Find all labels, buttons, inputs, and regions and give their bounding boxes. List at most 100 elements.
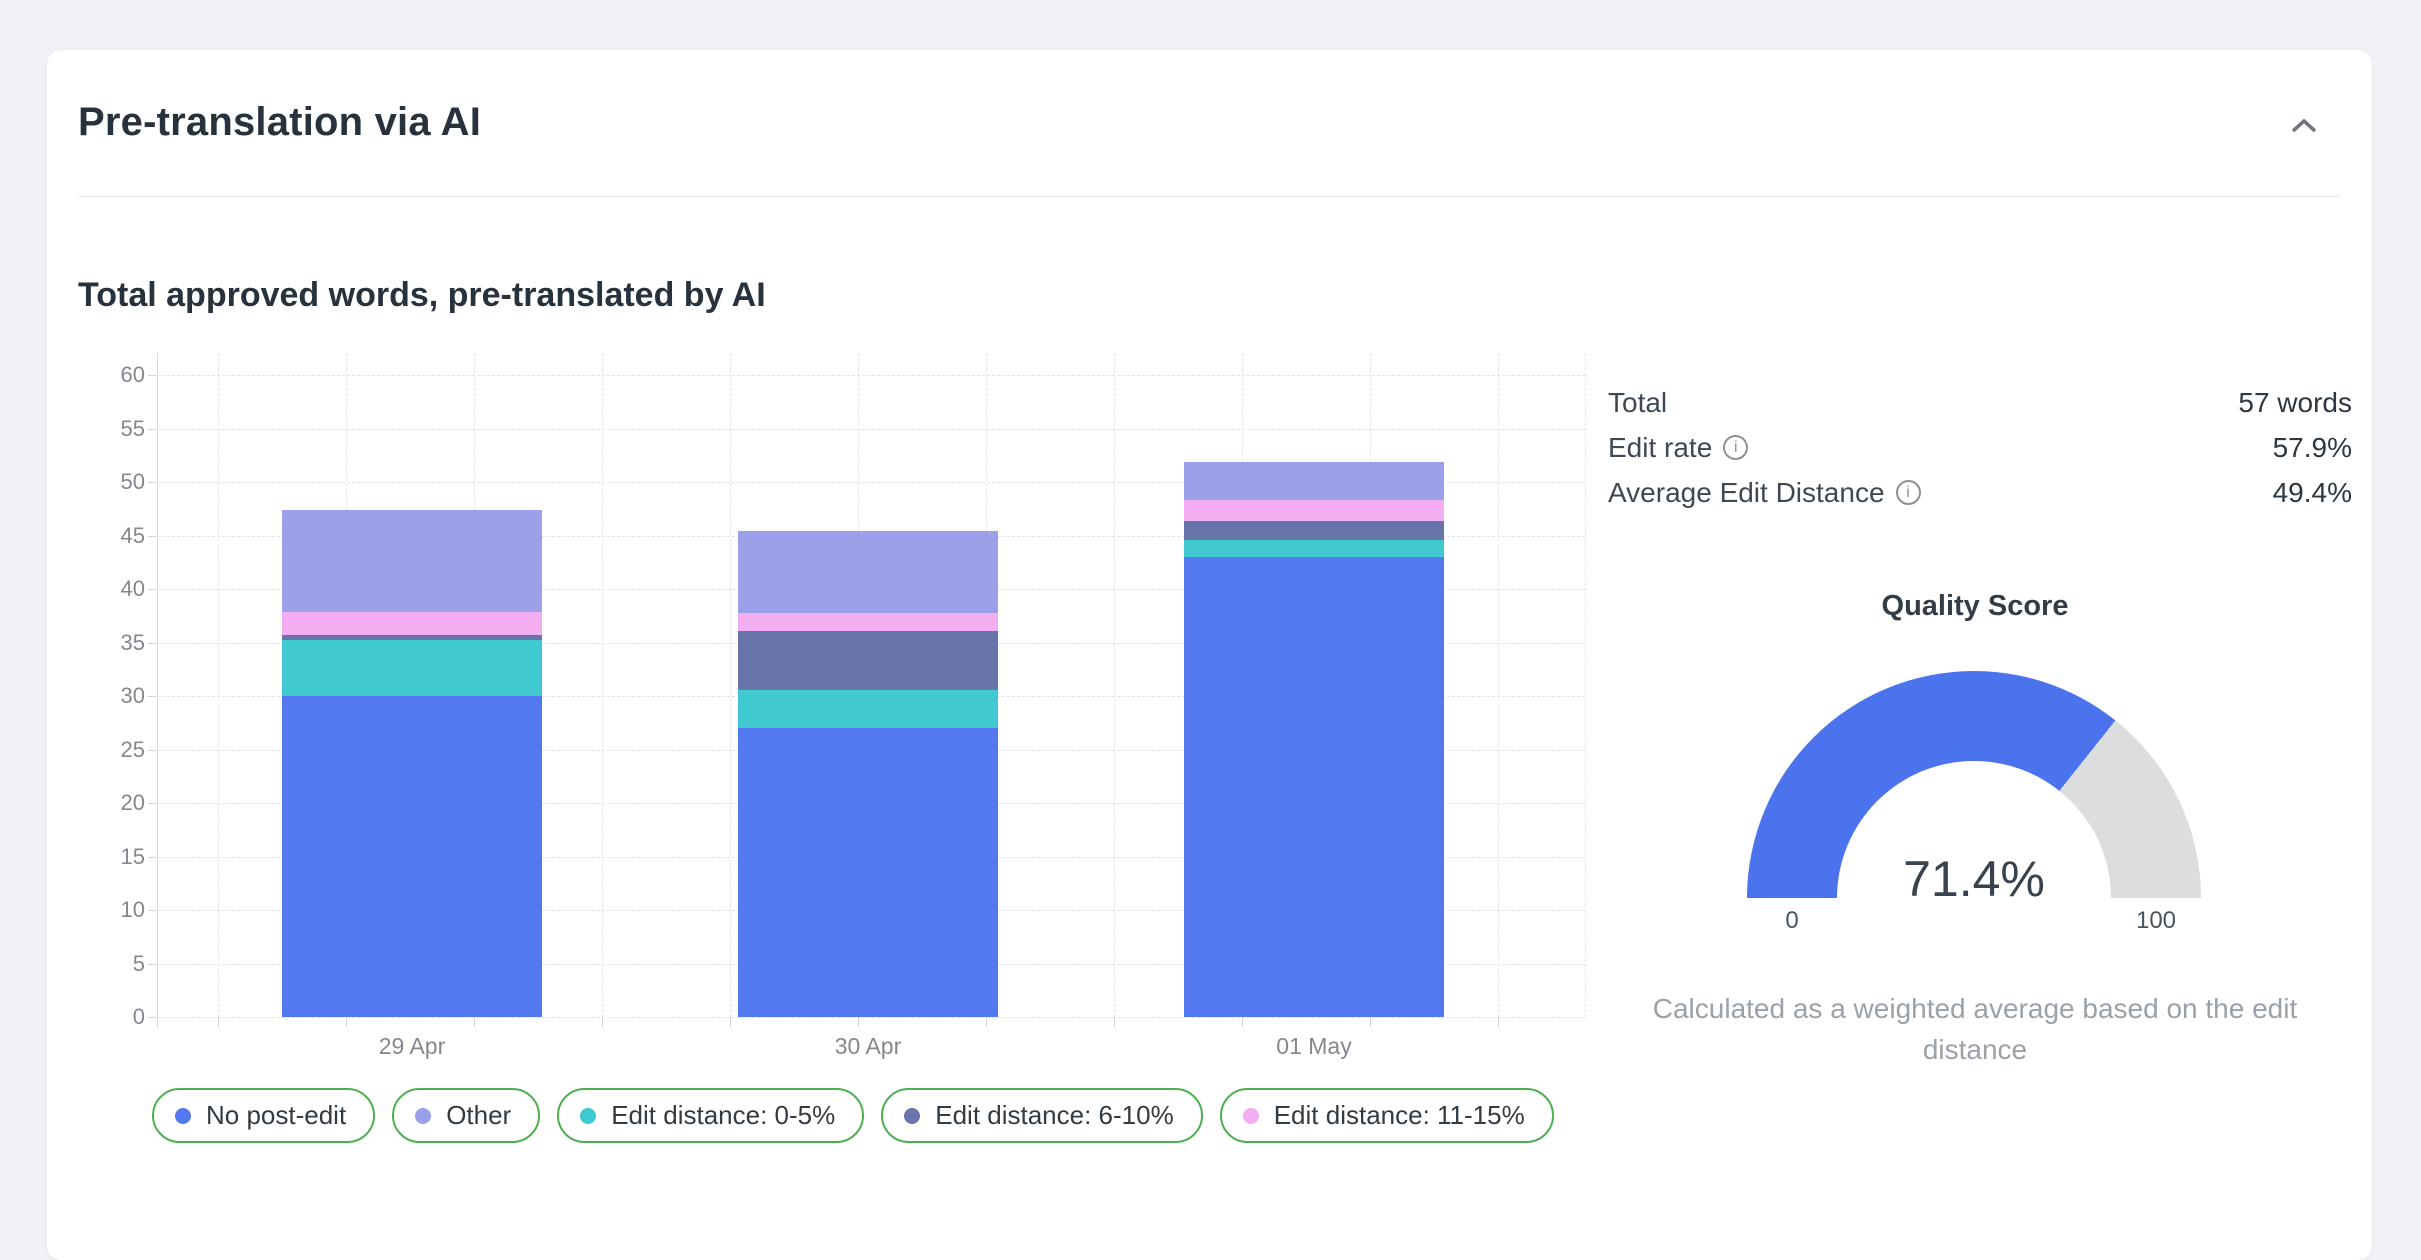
x-tick-mark (1498, 1017, 1499, 1027)
pre-translation-panel: Pre-translation via AI Total approved wo… (47, 50, 2372, 1260)
legend-pill[interactable]: Edit distance: 11-15% (1219, 1088, 1554, 1143)
y-tick-mark (148, 910, 156, 911)
y-axis-label: 45 (120, 522, 145, 548)
y-axis-line (157, 353, 158, 1028)
y-axis-label: 10 (120, 897, 145, 922)
bar-30-apr (738, 531, 998, 1017)
bar-segment[interactable] (1184, 461, 1444, 501)
bar-segment[interactable] (738, 612, 998, 631)
bar-segment[interactable] (1184, 539, 1444, 557)
gridline-x (218, 353, 219, 1017)
stat-row: Average Edit Distance i 49.4% (1608, 470, 2352, 515)
y-tick-mark (148, 535, 156, 537)
section-title: Total approved words, pre-translated by … (78, 276, 766, 314)
y-tick-mark (148, 482, 156, 483)
y-axis-label: 50 (120, 469, 145, 494)
stat-value: 49.4% (2272, 476, 2352, 508)
x-tick-mark (1114, 1017, 1115, 1027)
bar-01-may (1184, 461, 1444, 1017)
gridline-x (1114, 353, 1115, 1017)
bar-segment[interactable] (282, 696, 542, 1017)
y-tick-mark (148, 589, 156, 590)
gauge-value: 71.4% (1903, 851, 2045, 907)
gauge-title: Quality Score (1881, 590, 2069, 622)
y-tick-mark (148, 749, 156, 751)
bar-segment[interactable] (282, 640, 542, 696)
collapse-panel-button[interactable] (2284, 106, 2324, 146)
x-tick-mark (602, 1017, 603, 1027)
stat-value: 57 words (2238, 386, 2352, 418)
y-tick-mark (148, 963, 156, 965)
gridline-y (157, 1017, 1585, 1018)
legend-pill[interactable]: Edit distance: 0-5% (557, 1088, 865, 1143)
stat-label: Average Edit Distance i (1608, 477, 1921, 509)
panel-title: Pre-translation via AI (78, 100, 482, 144)
x-tick-mark (858, 1017, 859, 1027)
stacked-bar-chart: 0 5 10 15 20 25 30 35 40 45 50 55 60 29 Apr 30 Apr 01 M… (121, 353, 1588, 1059)
y-tick-mark (148, 428, 156, 430)
bar-segment[interactable] (1184, 500, 1444, 521)
legend-color-dot (175, 1107, 191, 1124)
gridline-x (602, 353, 603, 1017)
header-divider (78, 196, 2341, 197)
y-axis-label: 35 (120, 629, 145, 655)
y-axis-label: 60 (120, 362, 145, 387)
bar-segment[interactable] (738, 689, 998, 729)
gridline-y (157, 482, 1585, 483)
bar-segment[interactable] (738, 630, 998, 690)
legend-pill[interactable]: No post-edit (152, 1088, 376, 1143)
dashboard-page: { "panel": { "title": "Pre-translation v… (47, 50, 2372, 1260)
x-tick-mark (730, 1017, 731, 1027)
x-axis-label: 01 May (1276, 1033, 1352, 1059)
chevron-up-icon (2291, 118, 2317, 133)
x-tick-mark (1242, 1017, 1243, 1027)
y-tick-mark (148, 856, 156, 858)
x-tick-mark (346, 1017, 347, 1027)
x-axis-label: 29 Apr (378, 1033, 446, 1059)
legend-color-dot (580, 1107, 597, 1124)
y-tick-mark (148, 1017, 156, 1018)
stat-label-text: Edit rate (1608, 431, 1713, 463)
gridline-x (1585, 353, 1586, 1017)
bar-segment[interactable] (738, 728, 998, 1017)
x-tick-mark (1370, 1017, 1371, 1027)
legend-label: Edit distance: 6-10% (935, 1100, 1174, 1130)
stat-value: 57.9% (2272, 431, 2352, 463)
legend-color-dot (1242, 1107, 1259, 1124)
chart-legend: No post-edit Other Edit distance: 0-5% Edit… (152, 1088, 1554, 1143)
y-axis-label: 25 (120, 736, 145, 762)
bar-segment[interactable] (1184, 520, 1444, 540)
y-tick-mark (148, 803, 156, 804)
legend-pill[interactable]: Edit distance: 6-10% (881, 1088, 1203, 1143)
info-circle-icon[interactable]: i (1895, 480, 1921, 505)
y-axis-label: 30 (120, 683, 145, 708)
bar-segment[interactable] (282, 509, 542, 612)
gridline-y (157, 428, 1585, 430)
bar-segment[interactable] (1184, 556, 1444, 1017)
x-axis-label: 30 Apr (834, 1033, 902, 1059)
gridline-x (1498, 353, 1499, 1017)
stat-label: Total (1608, 387, 1667, 419)
y-axis-label: 15 (120, 843, 145, 869)
y-tick-mark (148, 642, 156, 644)
gauge-arc (1747, 671, 2201, 898)
y-tick-mark (148, 375, 156, 376)
legend-label: Edit distance: 0-5% (611, 1100, 836, 1130)
bar-segment[interactable] (738, 531, 998, 613)
bar-segment[interactable] (282, 635, 542, 641)
stat-row: Edit rate i 57.9% (1608, 425, 2352, 470)
stat-row: Total 57 words (1608, 380, 2352, 425)
legend-pill[interactable]: Other (392, 1088, 541, 1143)
stats-summary: Total 57 words Edit rate i 57.9% Average Edit… (1608, 380, 2352, 515)
info-circle-icon[interactable]: i (1723, 435, 1749, 460)
bar-29-apr (282, 509, 542, 1017)
stat-label: Edit rate i (1608, 431, 1749, 464)
bar-segment[interactable] (282, 611, 542, 636)
y-axis-label: 55 (120, 415, 145, 441)
y-axis-label: 20 (120, 790, 145, 815)
legend-label: Other (446, 1100, 512, 1130)
y-axis-label: 40 (120, 576, 145, 601)
y-tick-mark (148, 696, 156, 697)
gridline-x (730, 353, 731, 1017)
x-tick-mark (218, 1017, 219, 1027)
